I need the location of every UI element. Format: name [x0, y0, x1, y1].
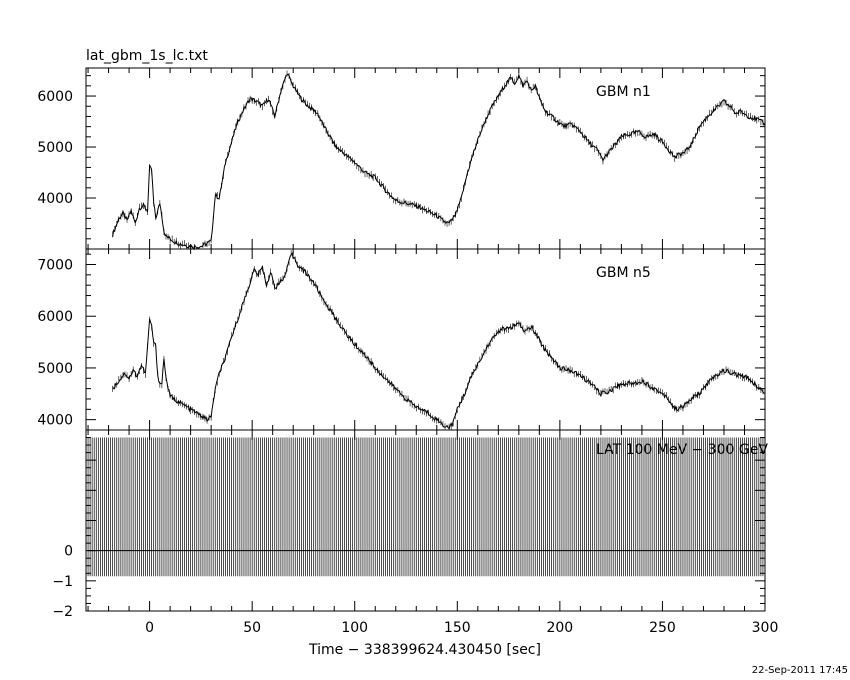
timestamp: 22-Sep-2011 17:45	[752, 665, 848, 676]
x-axis: 0 50 100 150 200 250 300	[87, 68, 779, 636]
panel-gbm-n1-frame	[85, 67, 766, 250]
y-tick-label: 4000	[37, 191, 73, 207]
panel-lat: −2 −1 0 LAT 100 MeV − 300 GeV	[52, 429, 768, 620]
series-name-lat: LAT 100 MeV − 300 GeV	[596, 442, 768, 458]
x-tick-label: 0	[145, 620, 154, 636]
x-tick-label: 300	[752, 620, 779, 636]
y-tick-label: 0	[64, 544, 73, 560]
x-tick-label: 100	[341, 620, 368, 636]
panel-gbm-n1-ticks: 4000 5000 6000	[37, 75, 765, 250]
y-tick-label: 5000	[37, 140, 73, 156]
x-axis-label: Time − 338399624.430450 [sec]	[308, 642, 541, 658]
y-tick-label: −2	[52, 604, 73, 620]
y-tick-label: 6000	[37, 89, 73, 105]
series-lat	[87, 437, 766, 577]
series-gbm-n1	[112, 70, 766, 250]
panel-gbm-n5-ticks: 4000 5000 6000 7000	[37, 253, 765, 431]
y-tick-label: −1	[52, 574, 73, 590]
chart-title: lat_gbm_1s_lc.txt	[86, 48, 208, 64]
panel-lat-ticks: −2 −1 0	[52, 429, 765, 620]
x-tick-label: 250	[649, 620, 676, 636]
panel-gbm-n5-frame	[85, 248, 766, 431]
y-tick-label: 5000	[37, 361, 73, 377]
series-name-gbm-n1: GBM n1	[596, 84, 651, 100]
series-line	[112, 73, 766, 250]
panel-gbm-n1: 4000 5000 6000 GBM n1	[37, 67, 766, 250]
x-tick-label: 150	[444, 620, 471, 636]
series-gbm-n5	[112, 250, 766, 430]
series-name-gbm-n5: GBM n5	[596, 265, 651, 281]
y-tick-label: 4000	[37, 413, 73, 429]
series-line	[112, 252, 766, 430]
panel-gbm-n5: 4000 5000 6000 7000 GBM n5	[37, 248, 766, 431]
y-tick-label: 6000	[37, 309, 73, 325]
x-tick-label: 200	[546, 620, 573, 636]
y-tick-label: 7000	[37, 258, 73, 274]
x-tick-label: 50	[243, 620, 261, 636]
panel-lat-frame	[85, 429, 766, 612]
